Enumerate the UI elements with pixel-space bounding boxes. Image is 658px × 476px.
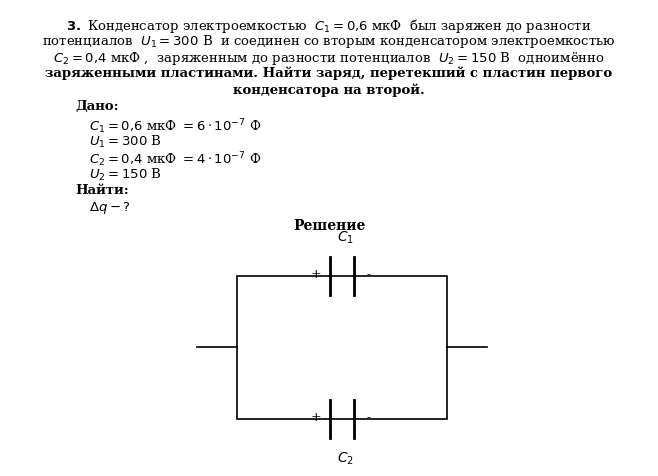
Text: -: -: [367, 267, 370, 280]
Text: $C_1 = 0{,}6$ мкФ $= 6 \cdot 10^{-7}$ Ф: $C_1 = 0{,}6$ мкФ $= 6 \cdot 10^{-7}$ Ф: [89, 117, 261, 135]
Text: +: +: [311, 267, 321, 280]
Text: конденсатора на второй.: конденсатора на второй.: [233, 83, 425, 97]
Text: заряженными пластинами. Найти заряд, перетекший с пластин первого: заряженными пластинами. Найти заряд, пер…: [45, 67, 613, 80]
Text: Решение: Решение: [293, 219, 365, 233]
Text: $\mathbf{3.}$ Конденсатор электроемкостью  $C_1 = 0{,}6$ мкФ  был заряжен до раз: $\mathbf{3.}$ Конденсатор электроемкость…: [66, 17, 592, 35]
Text: Найти:: Найти:: [76, 183, 130, 196]
Text: Дано:: Дано:: [76, 100, 119, 113]
Text: $C_1$: $C_1$: [337, 229, 354, 245]
Text: +: +: [311, 410, 321, 423]
Text: $C_2$: $C_2$: [337, 450, 354, 466]
Text: $\Delta q - ?$: $\Delta q - ?$: [89, 200, 130, 216]
Text: $U_1 = 300$ В: $U_1 = 300$ В: [89, 133, 162, 149]
Text: $U_2 = 150$ В: $U_2 = 150$ В: [89, 167, 162, 183]
Bar: [237, 276, 447, 419]
Text: -: -: [367, 410, 370, 423]
Text: $C_2 = 0{,}4$ мкФ ,  заряженным до разности потенциалов  $U_2 = 150$ В  одноимён: $C_2 = 0{,}4$ мкФ , заряженным до разнос…: [53, 50, 605, 67]
Text: $C_2 = 0{,}4$ мкФ $= 4 \cdot 10^{-7}$ Ф: $C_2 = 0{,}4$ мкФ $= 4 \cdot 10^{-7}$ Ф: [89, 150, 261, 169]
Text: потенциалов  $U_1 = 300$ В  и соединен со вторым конденсатором электроемкостью: потенциалов $U_1 = 300$ В и соединен со …: [42, 33, 616, 50]
